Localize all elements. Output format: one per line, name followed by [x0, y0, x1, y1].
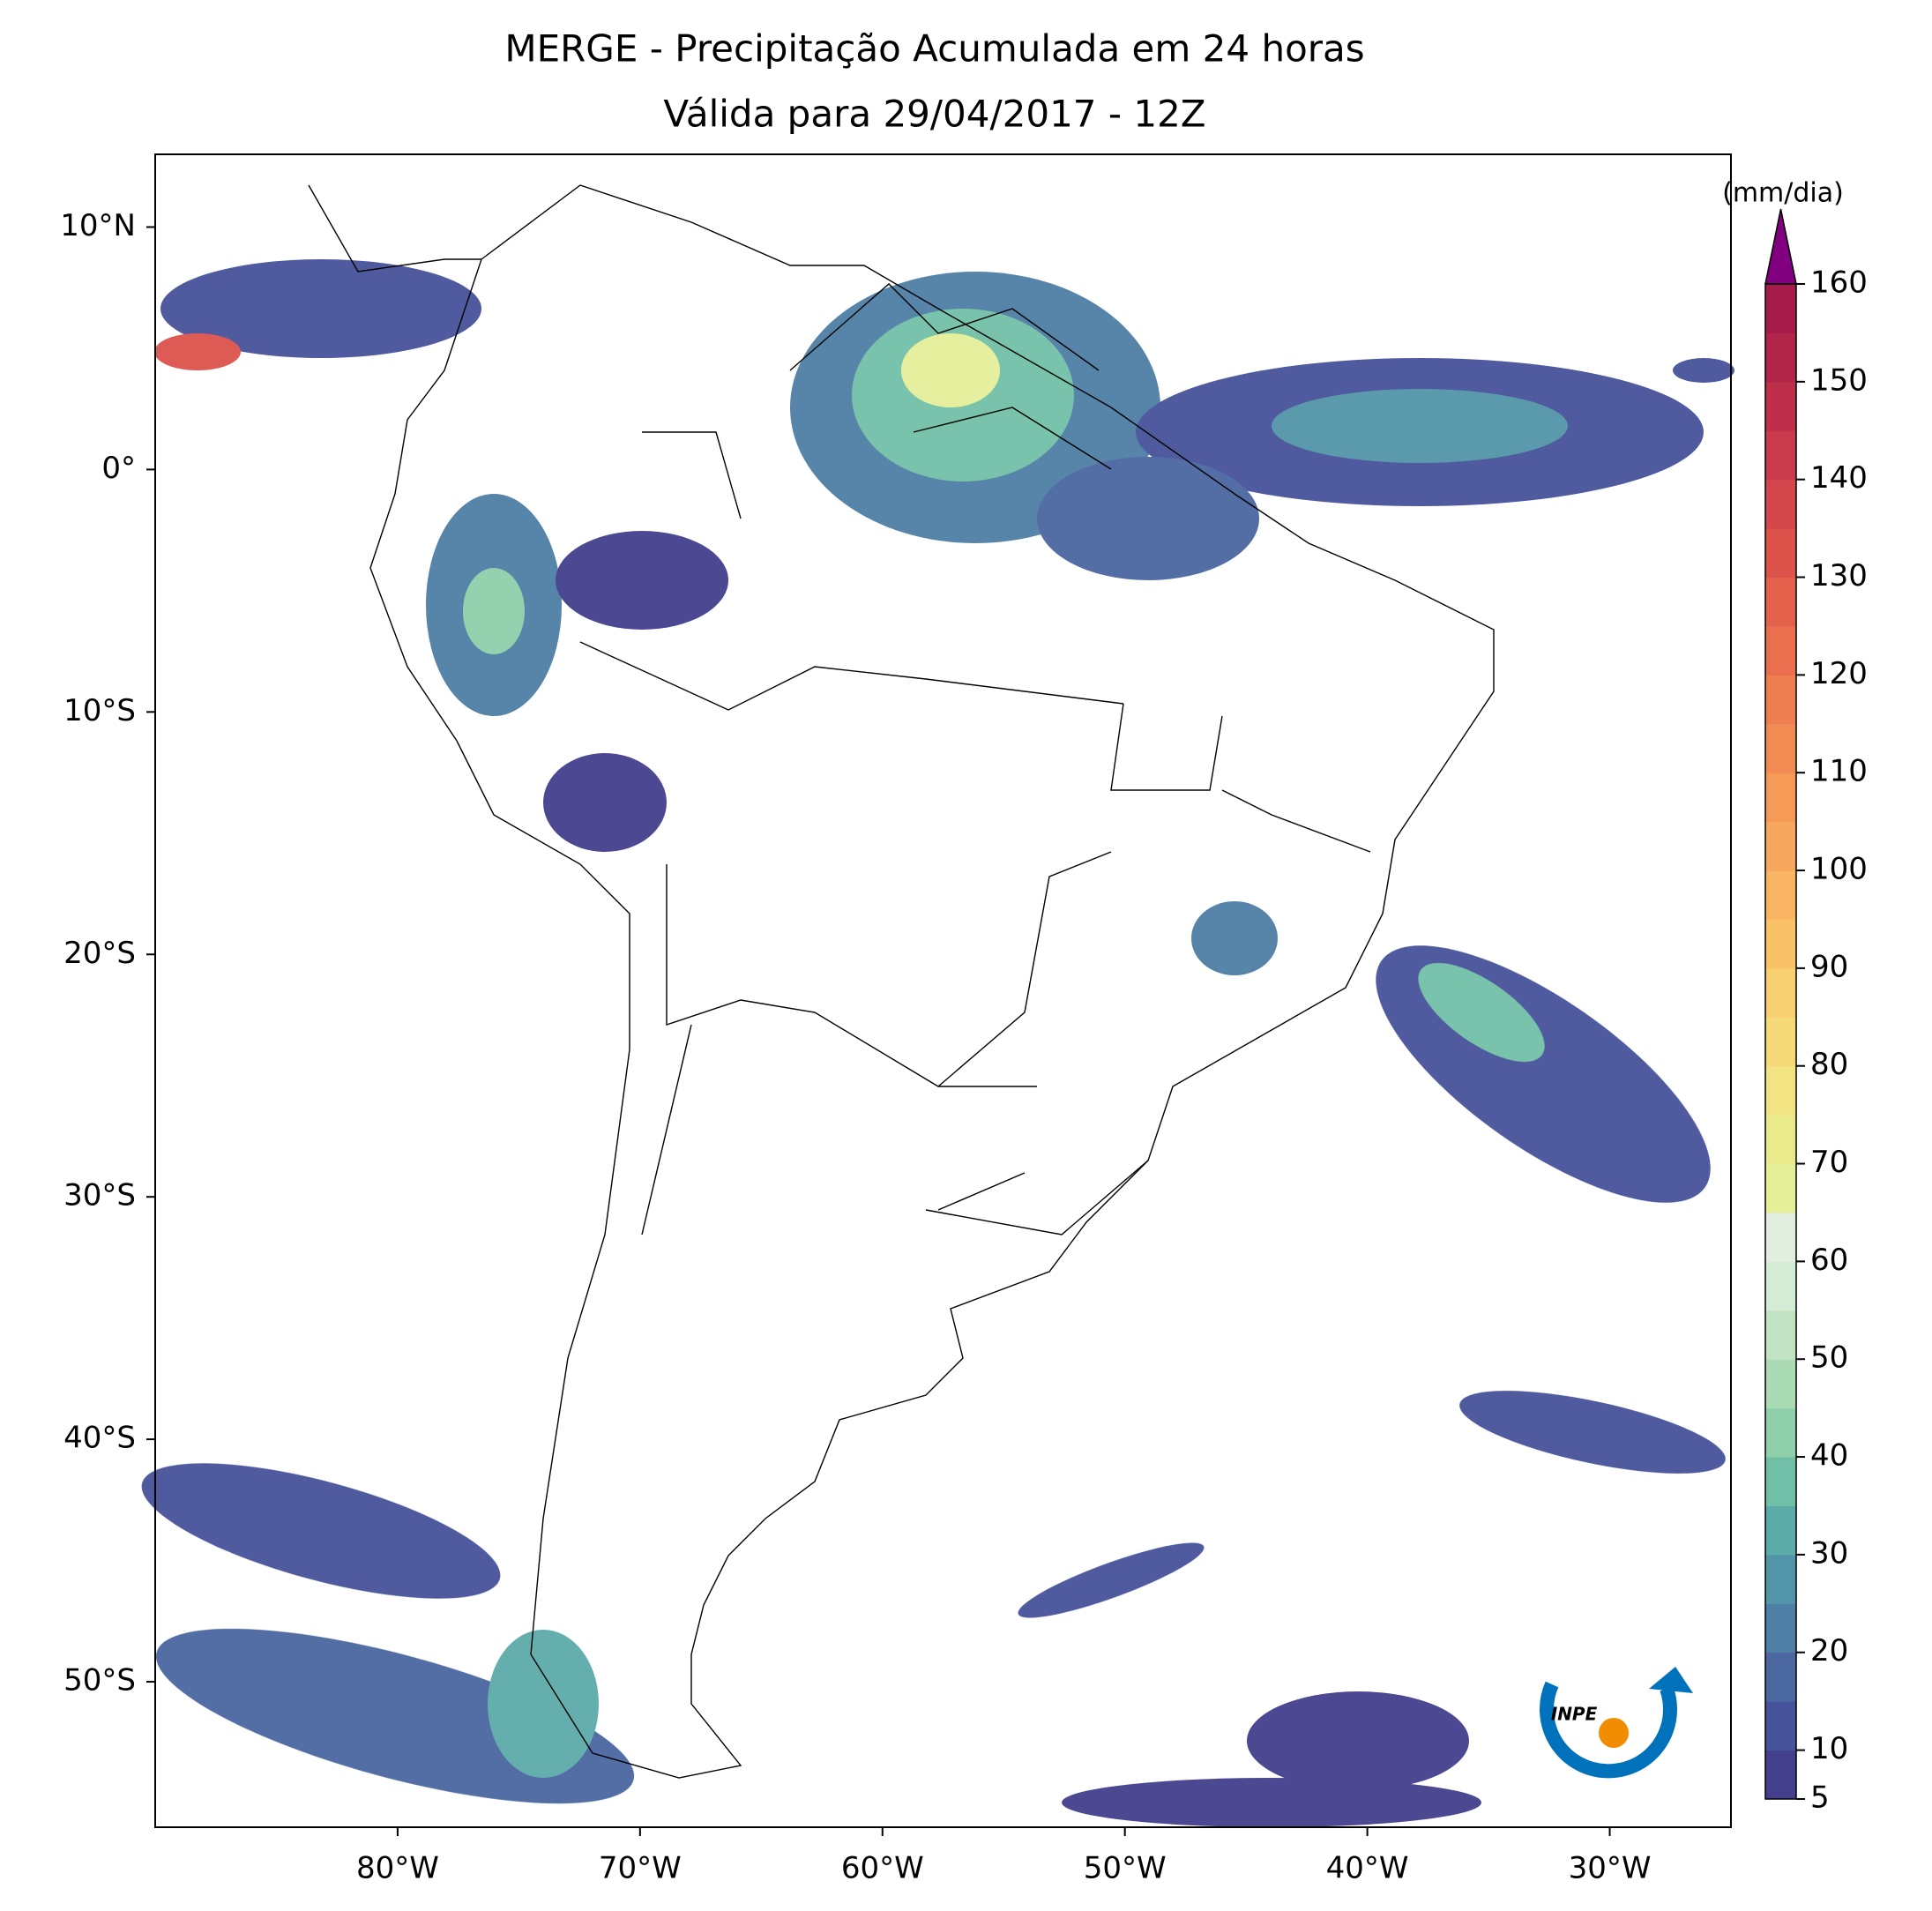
y-tick-label: 10°S [63, 693, 136, 728]
colorbar-tick-label: 100 [1810, 852, 1868, 887]
colorbar-band [1765, 1505, 1796, 1556]
logo: INPE [1540, 1667, 1693, 1779]
borders [579, 641, 1371, 1235]
coastline [369, 184, 1495, 1779]
logo-text: INPE [1551, 1704, 1598, 1725]
colorbar-band [1765, 675, 1796, 725]
logo-arrow [1540, 1681, 1677, 1779]
colorbar-band [1765, 870, 1796, 920]
colorbar-band [1765, 1017, 1796, 1067]
y-tick-label: 10°N [60, 208, 136, 243]
colorbar-band [1765, 1652, 1796, 1702]
colorbar-band [1765, 1407, 1796, 1458]
x-tick-label: 50°W [1084, 1851, 1167, 1886]
colorbar-band [1765, 1065, 1796, 1116]
colorbar-band [1765, 919, 1796, 969]
logo-dot [1599, 1718, 1629, 1748]
colorbar-band [1765, 1457, 1796, 1506]
colorbar-tick-label: 50 [1810, 1340, 1848, 1376]
chart-title: MERGE - Precipitação Acumulada em 24 hor… [504, 27, 1364, 71]
map-art [141, 184, 1734, 1827]
colorbar-frame [1764, 283, 1797, 1800]
colorbar-band [1765, 1212, 1796, 1262]
y-tick-label: 30°S [63, 1178, 136, 1213]
colorbar-tick-label: 30 [1810, 1535, 1848, 1571]
chart-subtitle: Válida para 29/04/2017 - 12Z [663, 93, 1205, 136]
x-tick-label: 80°W [356, 1851, 439, 1886]
colorbar-band [1765, 1603, 1796, 1653]
colorbar-band [1765, 1750, 1796, 1800]
y-tick-label: 50°S [63, 1663, 136, 1698]
colorbar-band [1765, 1261, 1796, 1311]
colorbar-tick-label: 150 [1810, 362, 1868, 398]
colorbar-band [1765, 1115, 1796, 1165]
y-tick-label: 20°S [63, 936, 136, 971]
logo-arrowhead [1649, 1667, 1693, 1693]
colorbar-tick-label: 60 [1810, 1243, 1848, 1278]
colorbar-band [1765, 332, 1796, 383]
x-tick-label: 60°W [841, 1851, 924, 1886]
colorbar-band [1765, 577, 1796, 627]
colorbar-band [1765, 284, 1796, 333]
colorbar-band [1765, 430, 1796, 481]
colorbar-band [1765, 479, 1796, 529]
colorbar-band [1765, 381, 1796, 431]
x-tick-label: 70°W [599, 1851, 682, 1886]
colorbar-tick-label: 90 [1810, 949, 1848, 984]
colorbar-band [1765, 1163, 1796, 1213]
colorbar-band [1765, 773, 1796, 823]
colorbar-label: (mm/dia) [1722, 178, 1844, 209]
colorbar-tick-label: 120 [1810, 656, 1868, 691]
colorbar-band [1765, 1554, 1796, 1604]
colorbar-band [1765, 723, 1796, 773]
colorbar-tick-label: 70 [1810, 1145, 1848, 1180]
colorbar-band [1765, 1310, 1796, 1360]
north-borders [308, 184, 1112, 519]
colorbar-band [1765, 967, 1796, 1018]
colorbar-extend [1764, 208, 1797, 285]
colorbar-tick-label: 130 [1810, 558, 1868, 593]
x-tick-label: 40°W [1326, 1851, 1409, 1886]
map-frame [154, 153, 1732, 1828]
colorbar-tick-label: 160 [1810, 265, 1868, 301]
colorbar-tick-label: 5 [1810, 1780, 1830, 1816]
colorbar-band [1765, 1359, 1796, 1409]
colorbar-tick-label: 10 [1810, 1731, 1848, 1766]
colorbar-band [1765, 821, 1796, 871]
x-tick-label: 30°W [1569, 1851, 1652, 1886]
colorbar-band [1765, 528, 1796, 579]
precipitation [141, 259, 1734, 1827]
colorbar-tick-label: 80 [1810, 1047, 1848, 1082]
colorbar-tick-label: 20 [1810, 1633, 1848, 1668]
colorbar-band [1765, 625, 1796, 676]
y-tick-label: 40°S [63, 1421, 136, 1456]
colorbar-tick-label: 40 [1810, 1438, 1848, 1474]
y-tick-label: 0° [101, 451, 136, 486]
colorbar-tick-label: 140 [1810, 460, 1868, 496]
colorbar-tick-label: 110 [1810, 754, 1868, 789]
colorbar-band [1765, 1701, 1796, 1751]
